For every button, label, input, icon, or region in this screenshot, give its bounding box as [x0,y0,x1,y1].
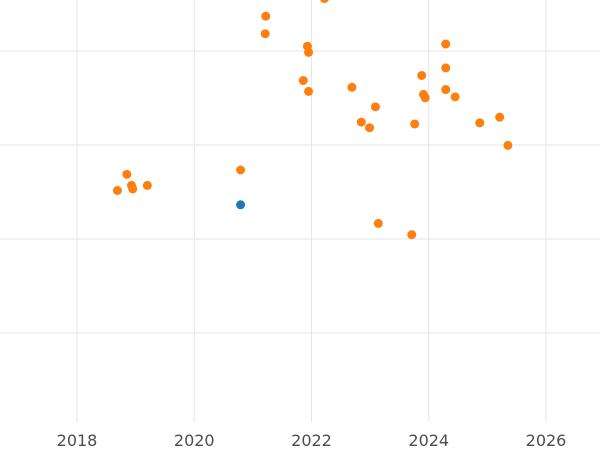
data-point [370,102,380,112]
data-point [112,185,122,195]
x-tick-label: 2022 [291,431,332,450]
data-point [122,169,132,179]
x-tick-label: 2026 [526,431,567,450]
data-points [112,0,513,240]
data-point [261,11,271,21]
data-point [365,123,375,133]
data-point [128,184,138,194]
x-tick-labels: 2018 2020 2022 2024 2026 [57,431,567,450]
data-point [260,29,270,39]
data-point [441,63,451,73]
data-point [450,92,460,102]
data-point [236,165,246,175]
x-tick-label: 2018 [57,431,98,450]
data-point [320,0,329,4]
data-point [298,76,308,86]
data-point [475,118,485,128]
x-tick-label: 2024 [408,431,449,450]
data-point [441,85,451,95]
data-point [441,39,451,49]
data-point [142,180,152,190]
gridlines [0,0,600,422]
data-point [236,200,246,210]
data-point [347,82,357,92]
data-point [407,230,417,240]
data-point [420,93,430,103]
data-point [417,70,427,80]
data-point [410,119,420,129]
data-point [304,86,314,96]
data-point [503,140,513,150]
x-tick-label: 2020 [174,431,215,450]
data-point [356,117,366,127]
data-point [495,112,505,122]
data-point [373,218,383,228]
data-point [304,47,314,57]
